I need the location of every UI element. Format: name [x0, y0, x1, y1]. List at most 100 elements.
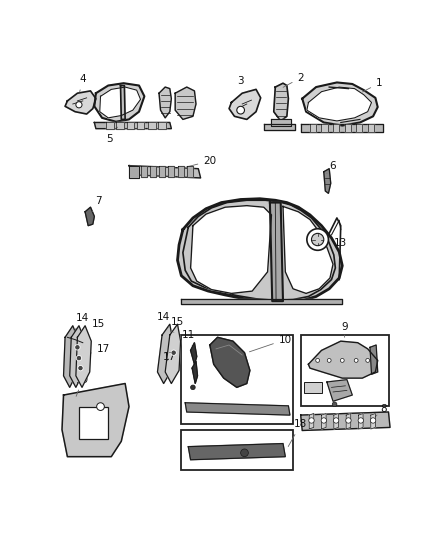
Polygon shape	[324, 168, 331, 193]
Text: 9: 9	[341, 322, 348, 337]
Polygon shape	[65, 91, 96, 114]
Text: 5: 5	[106, 127, 117, 144]
Polygon shape	[370, 345, 378, 374]
Polygon shape	[191, 343, 197, 364]
Circle shape	[332, 402, 337, 407]
Polygon shape	[116, 123, 124, 128]
Text: 17: 17	[163, 352, 177, 361]
Polygon shape	[346, 414, 351, 429]
Circle shape	[371, 418, 376, 423]
Circle shape	[75, 345, 80, 350]
Polygon shape	[191, 206, 272, 294]
Bar	[181, 430, 293, 470]
Polygon shape	[141, 166, 147, 177]
Circle shape	[240, 449, 248, 457]
Circle shape	[311, 233, 324, 246]
Polygon shape	[129, 166, 139, 178]
Polygon shape	[270, 203, 283, 301]
Polygon shape	[301, 412, 390, 431]
Polygon shape	[345, 124, 351, 132]
Polygon shape	[159, 166, 165, 177]
Text: 11: 11	[182, 330, 195, 348]
Text: 17: 17	[88, 344, 110, 354]
Text: 2: 2	[283, 73, 304, 87]
Bar	[301, 335, 389, 406]
Polygon shape	[177, 199, 342, 303]
Circle shape	[78, 366, 83, 371]
Circle shape	[237, 106, 244, 114]
Text: 20: 20	[186, 156, 216, 167]
Polygon shape	[165, 324, 180, 384]
Polygon shape	[127, 123, 134, 128]
Polygon shape	[62, 384, 129, 457]
Polygon shape	[175, 87, 196, 119]
Polygon shape	[85, 207, 94, 225]
Polygon shape	[158, 324, 173, 384]
Circle shape	[354, 359, 358, 362]
Text: 14: 14	[157, 311, 170, 327]
Polygon shape	[356, 124, 362, 132]
Polygon shape	[100, 87, 141, 118]
Polygon shape	[148, 123, 156, 128]
Text: 6: 6	[327, 160, 336, 173]
Polygon shape	[210, 337, 250, 387]
Circle shape	[309, 418, 314, 423]
Circle shape	[366, 359, 370, 362]
Text: 4: 4	[79, 75, 86, 92]
Polygon shape	[188, 443, 285, 460]
Circle shape	[191, 385, 195, 390]
Polygon shape	[302, 83, 378, 126]
Polygon shape	[120, 85, 125, 119]
Text: 15: 15	[171, 317, 184, 333]
Polygon shape	[70, 326, 85, 387]
Polygon shape	[307, 87, 371, 121]
Circle shape	[316, 359, 320, 362]
Polygon shape	[106, 123, 113, 128]
Polygon shape	[274, 83, 288, 121]
Bar	[304, 382, 322, 393]
Circle shape	[333, 418, 339, 423]
Polygon shape	[309, 414, 314, 429]
Polygon shape	[308, 341, 378, 378]
Polygon shape	[327, 379, 352, 401]
Polygon shape	[181, 299, 342, 304]
Polygon shape	[321, 414, 326, 429]
Polygon shape	[185, 403, 290, 415]
Text: 3: 3	[237, 76, 248, 91]
Circle shape	[76, 356, 81, 361]
Polygon shape	[367, 124, 374, 132]
Circle shape	[358, 418, 364, 423]
Polygon shape	[187, 166, 193, 177]
Polygon shape	[358, 414, 363, 429]
Polygon shape	[334, 414, 339, 429]
Text: 1: 1	[363, 78, 382, 92]
Polygon shape	[94, 123, 171, 128]
Polygon shape	[283, 206, 333, 294]
Circle shape	[97, 403, 104, 410]
Text: 14: 14	[74, 313, 89, 331]
Polygon shape	[333, 124, 339, 132]
Polygon shape	[192, 361, 198, 384]
Circle shape	[321, 418, 326, 423]
Circle shape	[307, 229, 328, 251]
Circle shape	[171, 350, 177, 356]
Text: 18: 18	[288, 419, 307, 447]
Polygon shape	[310, 124, 316, 132]
Circle shape	[340, 359, 344, 362]
Polygon shape	[264, 124, 294, 130]
Text: 12: 12	[294, 221, 315, 236]
Polygon shape	[229, 90, 261, 119]
Polygon shape	[76, 326, 91, 387]
Polygon shape	[94, 83, 145, 122]
Polygon shape	[177, 166, 184, 177]
Polygon shape	[371, 414, 375, 429]
Polygon shape	[137, 123, 145, 128]
Polygon shape	[64, 326, 79, 387]
Text: 8: 8	[375, 404, 386, 417]
Bar	[181, 335, 293, 424]
Circle shape	[327, 359, 331, 362]
Polygon shape	[129, 166, 201, 178]
Polygon shape	[321, 124, 328, 132]
Text: 10: 10	[249, 335, 292, 352]
Polygon shape	[301, 124, 383, 132]
